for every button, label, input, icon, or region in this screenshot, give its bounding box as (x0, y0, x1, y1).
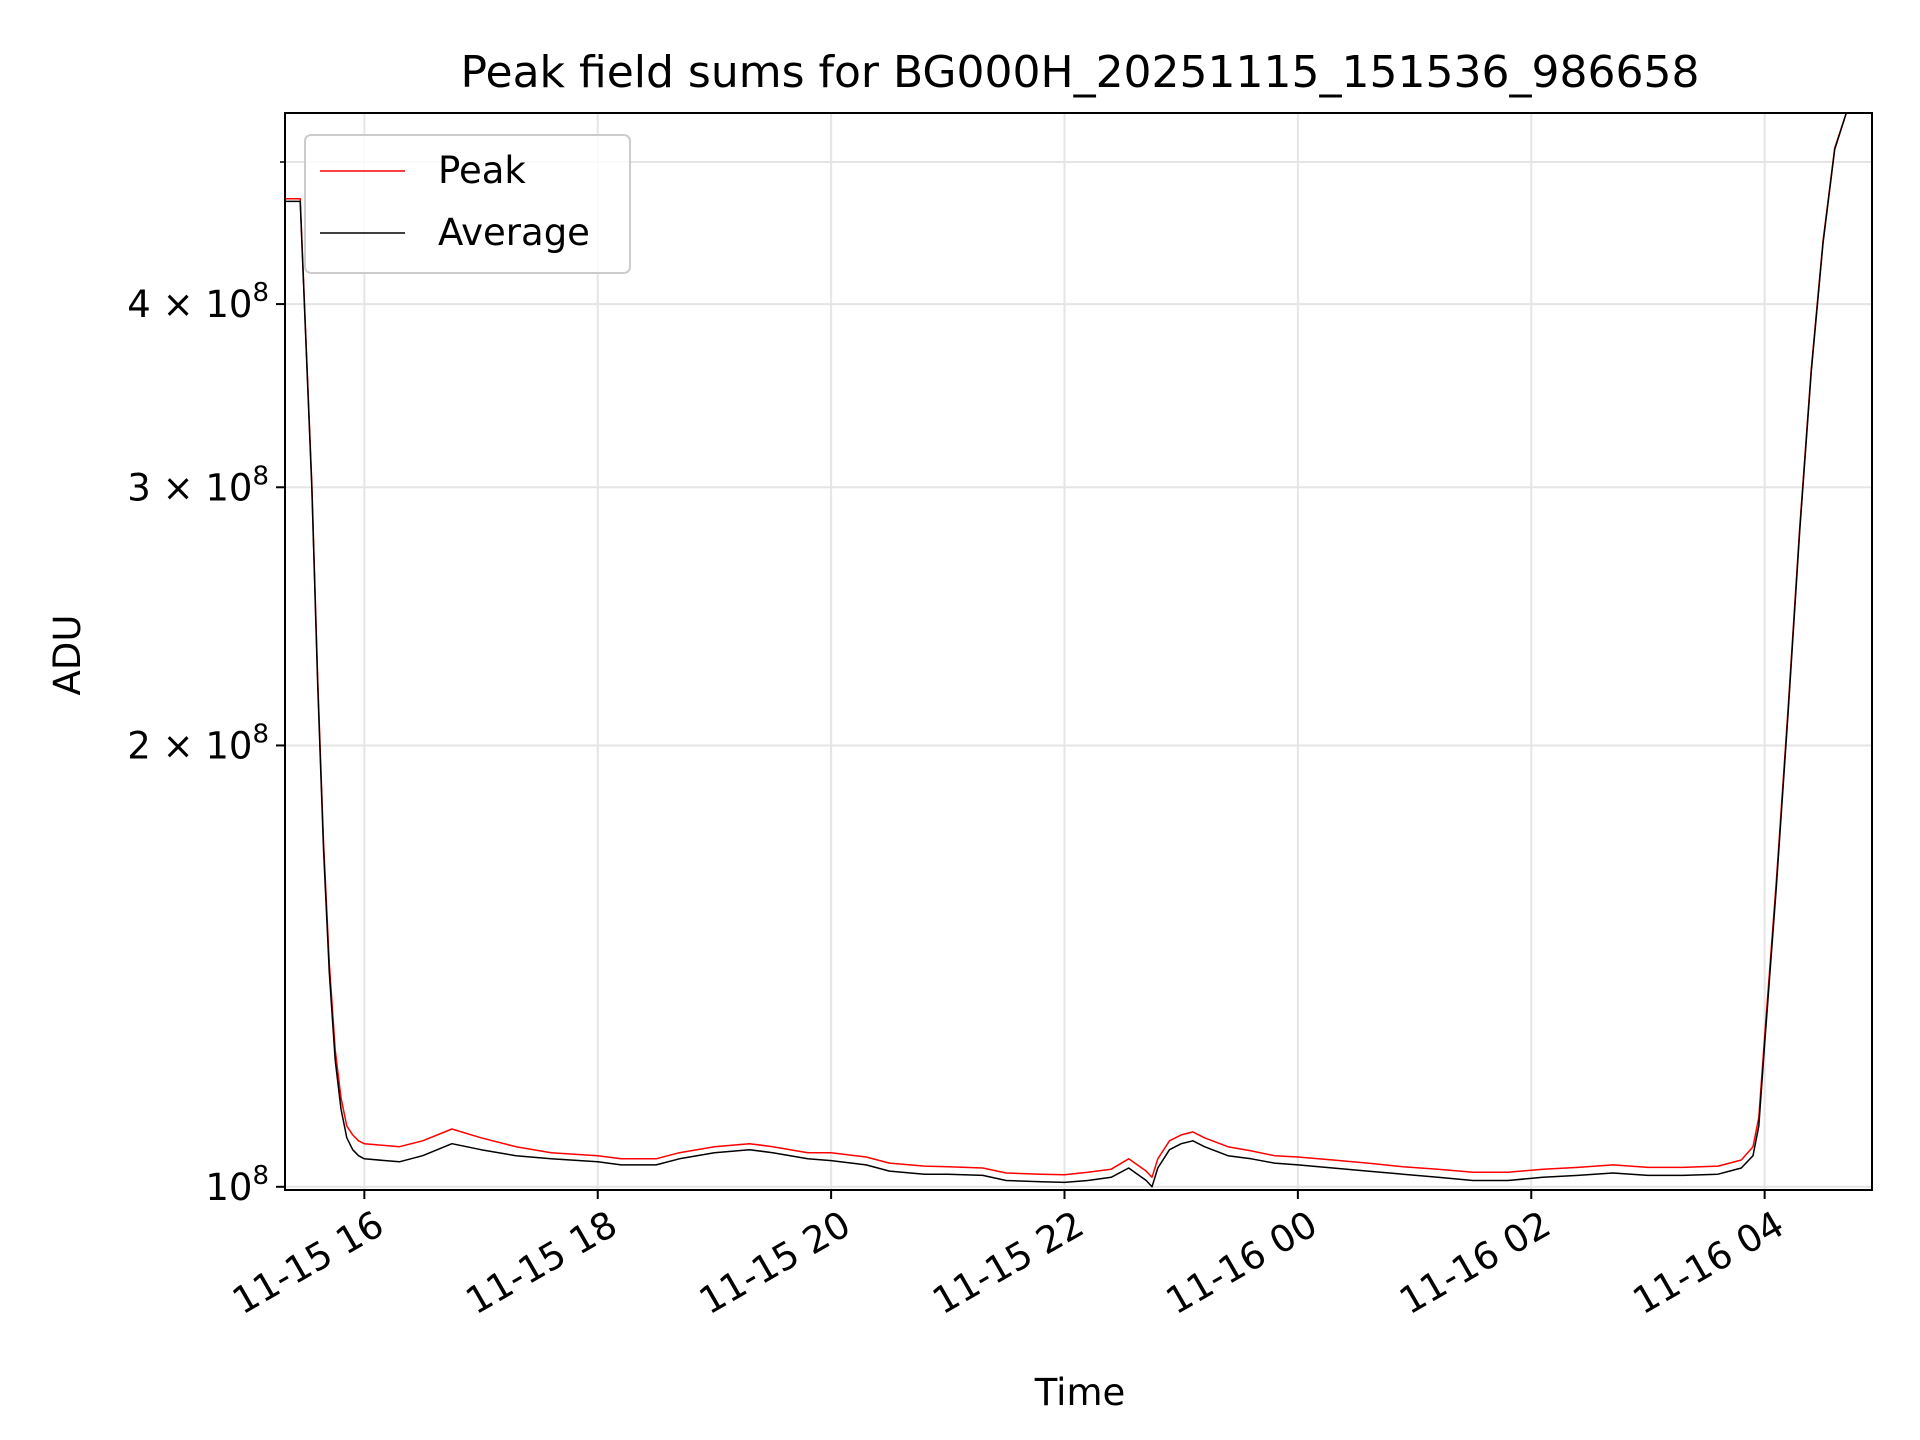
y-tick-label: 108 (205, 1161, 269, 1209)
y-tick-label-base: 4 × 10 (127, 283, 252, 326)
y-tick-label-exponent: 8 (252, 1161, 269, 1191)
y-tick-label: 4 × 108 (127, 278, 269, 326)
series-line-peak (285, 112, 1872, 1179)
y-tick-label-exponent: 8 (252, 719, 269, 749)
y-tick-label-exponent: 8 (252, 461, 269, 491)
series-layer (285, 112, 1872, 1188)
y-tick-label-base: 3 × 10 (127, 466, 252, 509)
legend-label-peak: Peak (438, 149, 526, 192)
y-tick-label-exponent: 8 (252, 278, 269, 308)
legend-label-average: Average (438, 211, 590, 254)
y-tick-label: 3 × 108 (127, 461, 269, 509)
plot-area-frame (284, 112, 1873, 1191)
y-axis-label: ADU (46, 615, 89, 696)
y-tick-label-base: 2 × 10 (127, 724, 252, 767)
series-line-average (285, 112, 1872, 1188)
legend: Peak Average (304, 134, 631, 274)
y-tick-label-base: 10 (205, 1166, 252, 1209)
chart-title: Peak field sums for BG000H_20251115_1515… (461, 47, 1700, 98)
legend-box (304, 134, 631, 274)
y-tick-label: 2 × 108 (127, 719, 269, 767)
x-axis-label: Time (1034, 1371, 1126, 1414)
